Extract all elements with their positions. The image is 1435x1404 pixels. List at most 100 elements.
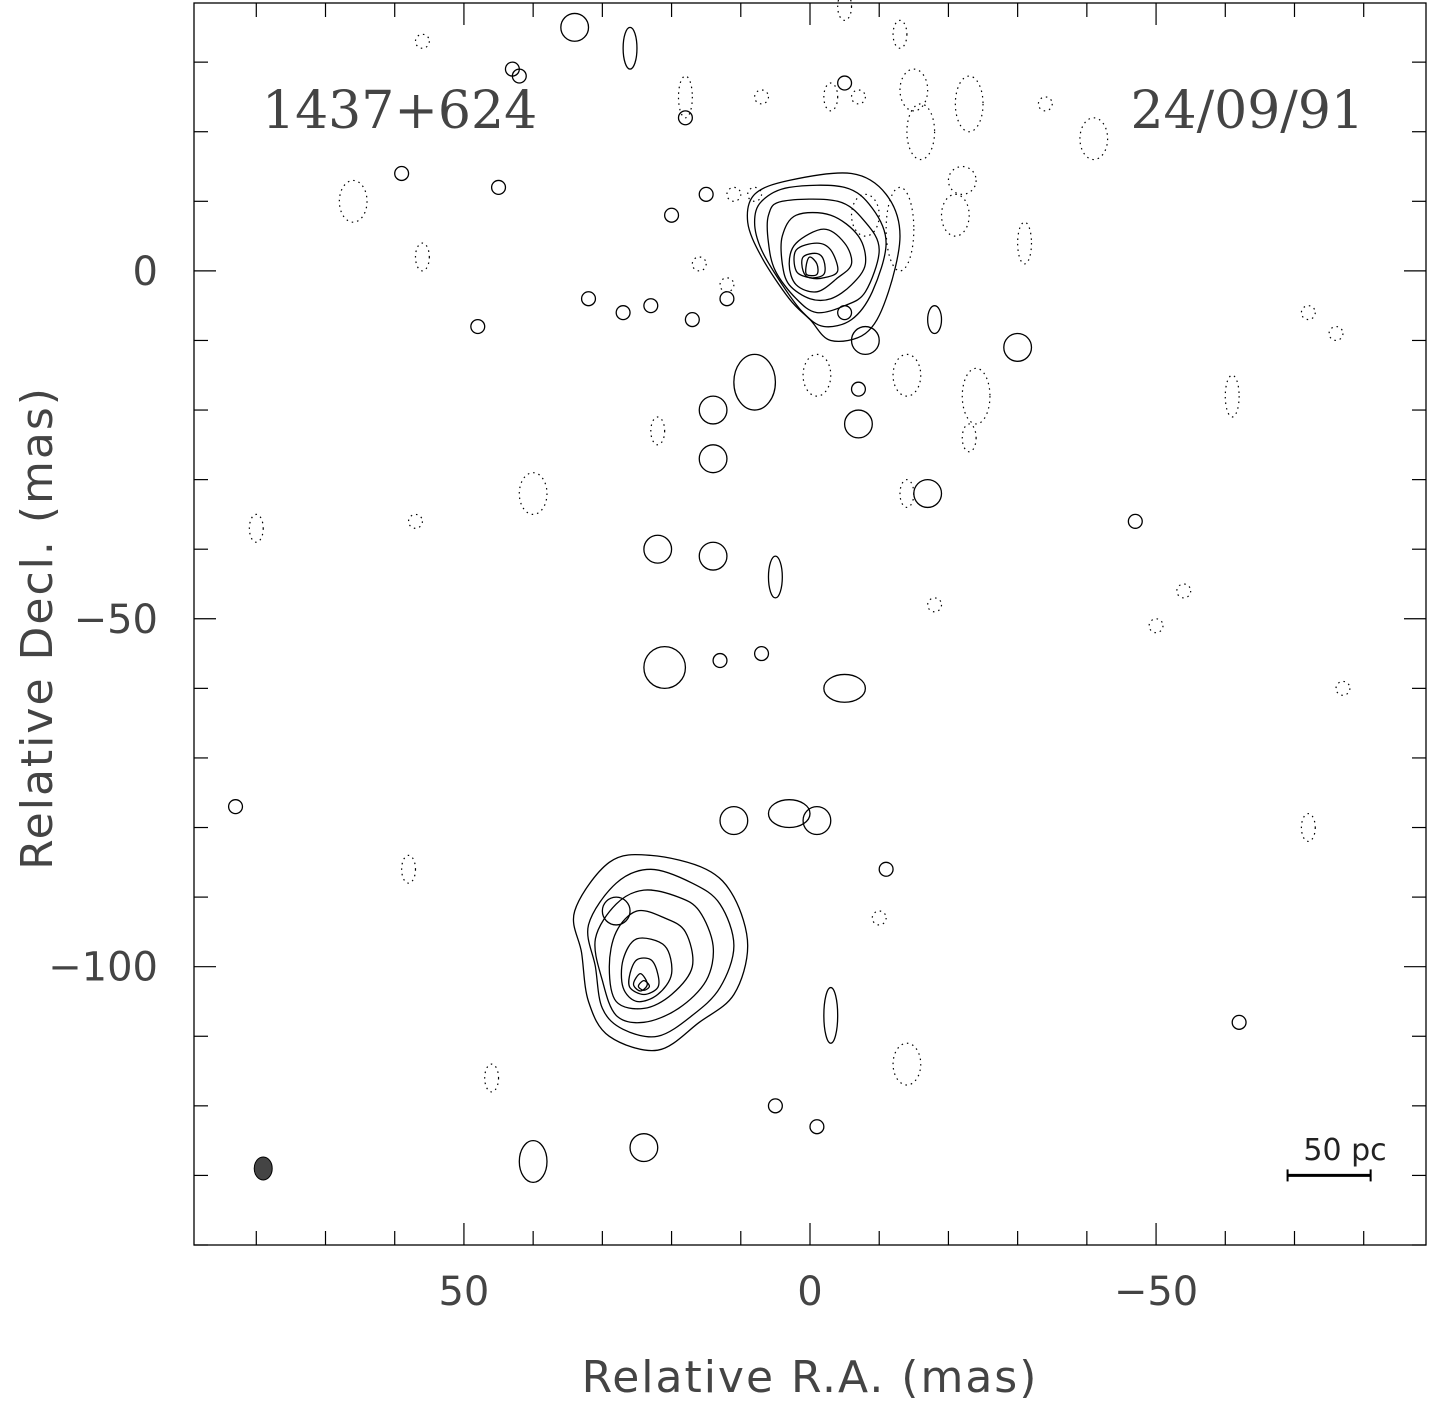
scale-bar-label: 50 pc	[1303, 1133, 1386, 1168]
negative-contour-blob	[414, 242, 430, 272]
negative-contour-blob	[1300, 305, 1316, 321]
positive-contour-blob	[470, 318, 486, 335]
positive-contour-blob	[878, 861, 894, 877]
negative-contour-blob	[1079, 117, 1109, 161]
plot-frame	[193, 2, 1427, 1246]
positive-contour-blob	[927, 305, 943, 335]
negative-contour-blob	[947, 165, 977, 195]
positive-contour-blob	[823, 673, 867, 703]
negative-contour-blob	[484, 1063, 500, 1093]
negative-contour-blob	[885, 186, 915, 272]
positive-contour-blob	[560, 12, 590, 42]
negative-contour-blob	[892, 353, 922, 397]
positive-contour-blob	[601, 896, 631, 926]
positive-contour-blob	[698, 186, 714, 202]
positive-contour-blob	[684, 311, 700, 328]
lobe-contour-1	[587, 868, 735, 1038]
negative-contour-blob	[401, 854, 417, 884]
positive-contour-blob	[809, 1119, 825, 1135]
lobe-contour-7	[637, 979, 651, 991]
negative-contour-blob	[850, 89, 866, 105]
negative-contour-blob	[1017, 221, 1033, 265]
positive-contour-blob	[719, 291, 735, 307]
core-contour-7	[804, 256, 819, 277]
negative-contour-blob	[899, 68, 929, 112]
positive-contour-blob	[698, 444, 728, 474]
negative-contour-blob	[871, 910, 887, 926]
positive-contours	[227, 12, 1247, 1184]
positive-contour-blob	[767, 555, 783, 599]
negative-contour-blob	[650, 416, 666, 446]
negative-contour-blob	[1300, 813, 1316, 843]
positive-contour-blob	[753, 645, 770, 662]
positive-contour-blob	[767, 799, 811, 829]
x-axis-label: Relative R.A. (mas)	[582, 1352, 1039, 1403]
positive-contour-blob	[394, 165, 410, 182]
negative-contour-blob	[518, 472, 548, 516]
positive-contour-blob	[518, 1139, 548, 1184]
negative-contour-blob	[892, 1042, 922, 1086]
negative-contour-blob	[1037, 96, 1053, 112]
positive-contour-blob	[643, 298, 659, 314]
positive-contour-blob	[227, 799, 244, 815]
positive-contour-blob	[802, 805, 832, 836]
positive-contour-blob	[629, 1133, 659, 1163]
positive-contour-blob	[823, 986, 839, 1044]
negative-contour-blob	[899, 479, 915, 509]
negative-contour-blob	[1224, 374, 1240, 418]
negative-contour-blob	[747, 186, 763, 202]
negative-contour-blob	[248, 513, 264, 543]
core-contour-5	[793, 242, 839, 280]
negative-contour-blob	[961, 367, 991, 425]
positive-contour-blob	[712, 652, 728, 669]
negative-contour-blob	[719, 277, 735, 293]
positive-contour-blob	[1231, 1014, 1247, 1030]
positive-contour-blob	[1127, 513, 1143, 529]
negative-contour-blob	[850, 193, 880, 237]
core-contour-4	[788, 228, 853, 293]
lobe-contour-0	[572, 853, 749, 1052]
lobe-contour-2	[594, 889, 715, 1024]
positive-contour-blob	[643, 645, 687, 690]
positive-contour-blob	[643, 534, 673, 564]
negative-contour-blob	[954, 75, 984, 133]
positive-contour-blob	[850, 325, 880, 356]
positive-contour-blob	[698, 541, 728, 571]
lobe-contour-4	[620, 937, 673, 1003]
observation-date-label: 24/09/91	[1130, 81, 1364, 141]
axis-ticks	[194, 3, 1426, 1246]
beam-ellipse	[253, 1156, 273, 1181]
negative-contour-blob	[1148, 618, 1164, 634]
x-tick-label: 50	[438, 1269, 489, 1315]
positive-contour-blob	[843, 409, 873, 439]
positive-contour-blob	[580, 291, 597, 307]
negative-contour-blob	[691, 256, 707, 272]
negative-contour-blob	[754, 89, 770, 105]
positive-contour-blob	[837, 305, 853, 321]
positive-contour-blob	[677, 110, 693, 126]
negative-contour-blob	[940, 193, 970, 237]
positive-contour-blob	[664, 207, 680, 223]
negative-contour-blob	[677, 75, 693, 119]
positive-contour-blob	[913, 478, 943, 509]
y-tick-label: −100	[48, 945, 158, 991]
source-name-label: 1437+624	[262, 81, 537, 141]
positive-contour-blob	[719, 805, 749, 836]
positive-contour-blob	[511, 68, 527, 84]
y-tick-label: −50	[74, 597, 158, 643]
positive-contour-blob	[622, 26, 638, 70]
negative-contour-blob	[1335, 680, 1351, 696]
negative-contour-blob	[726, 186, 742, 202]
x-tick-label: −50	[1114, 1269, 1198, 1315]
negative-contour-blob	[414, 33, 430, 49]
positive-contour-blob	[733, 353, 777, 411]
lobe-contour-5	[628, 957, 660, 996]
positive-contour-blob	[767, 1098, 783, 1114]
negative-contour-blob	[1328, 325, 1344, 342]
core-contour-2	[766, 198, 880, 314]
negative-contour-blob	[837, 0, 853, 21]
positive-contour-blob	[615, 305, 631, 321]
positive-contour-blob	[850, 381, 867, 397]
core-contour-6	[801, 252, 826, 279]
